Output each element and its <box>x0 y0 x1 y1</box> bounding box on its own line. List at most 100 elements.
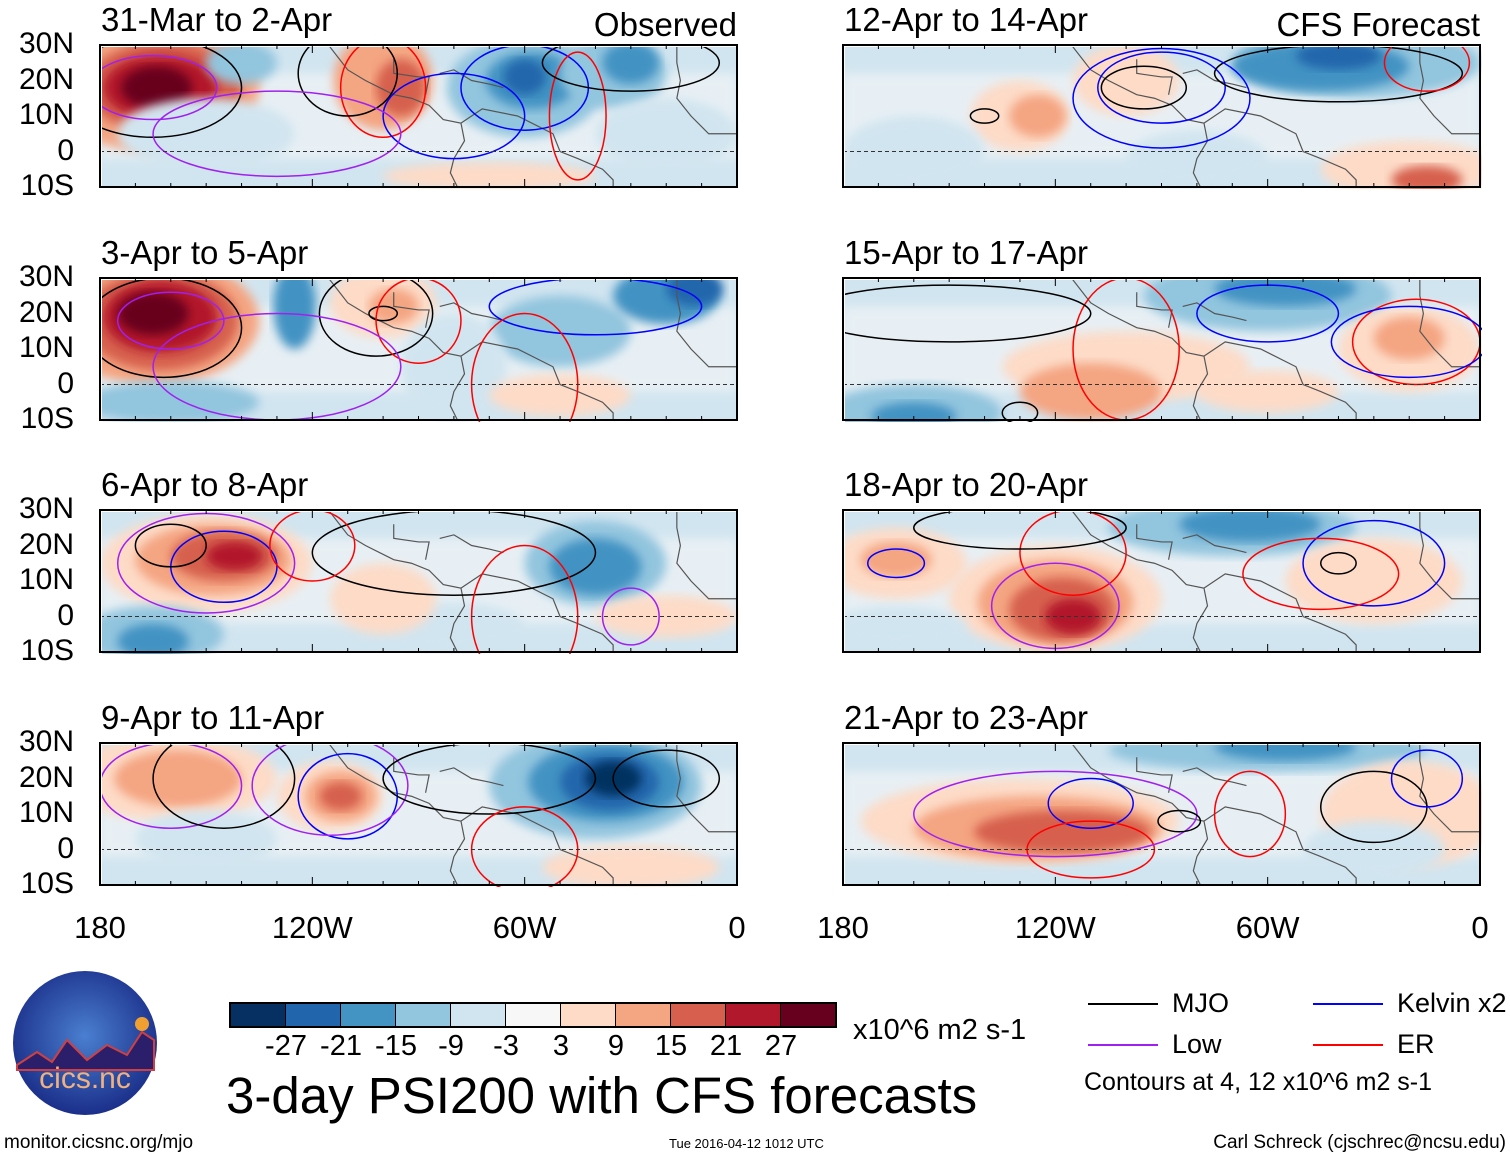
colorbar-tick: 21 <box>709 1030 743 1062</box>
anomaly-region <box>1303 821 1445 878</box>
lon-label: 180 <box>74 910 126 945</box>
map-panel <box>99 44 738 189</box>
contour-line <box>382 72 526 160</box>
anomaly-region <box>595 98 737 170</box>
colorbar-swatch <box>616 1004 671 1026</box>
colorbar-tick: 15 <box>654 1030 688 1062</box>
anomaly-region <box>135 810 277 868</box>
colorbar-swatch <box>451 1004 506 1026</box>
map-panel <box>99 277 738 422</box>
contour-line <box>1383 47 1471 92</box>
contour-line <box>969 108 1000 124</box>
lat-label: 20N <box>18 62 74 96</box>
lat-label: 10N <box>18 331 74 364</box>
footer-timestamp: Tue 2016-04-12 1012 UTC <box>669 1136 824 1151</box>
panel-tag: CFS Forecast <box>1276 6 1480 43</box>
contour-line <box>1100 65 1188 110</box>
colorbar-tick: 3 <box>552 1030 570 1062</box>
lat-label: 10S <box>20 169 74 202</box>
anomaly-region <box>860 541 932 578</box>
anomaly-region <box>489 373 631 417</box>
lon-label: 0 <box>728 910 746 945</box>
contour-line <box>382 745 597 815</box>
anomaly-region <box>1214 745 1357 761</box>
anomaly-region <box>330 563 437 635</box>
lon-label: 120W <box>1014 910 1096 945</box>
panel-title: 31-Mar to 2-Apr <box>101 1 333 38</box>
colorbar-tick: 9 <box>607 1030 625 1062</box>
contour-line <box>845 284 1092 343</box>
panel-title: 21-Apr to 23-Apr <box>844 699 1088 736</box>
panel-title: 9-Apr to 11-Apr <box>101 699 325 736</box>
legend-er: ER <box>1313 1029 1435 1060</box>
legend-kelvin: Kelvin x2 <box>1313 988 1507 1019</box>
contour-line <box>102 54 218 121</box>
lat-label: 0 <box>57 133 74 167</box>
map-panel <box>842 509 1481 653</box>
contour-line <box>488 280 703 336</box>
lat-label: 10S <box>20 402 74 435</box>
colorbar-swatch <box>726 1004 781 1026</box>
colorbar-tick: 27 <box>764 1030 798 1062</box>
colorbar-swatch <box>671 1004 726 1026</box>
anomaly-region <box>1044 598 1102 635</box>
contour-line <box>1001 401 1039 422</box>
contour-line <box>318 280 434 357</box>
colorbar-tick: -15 <box>375 1030 417 1062</box>
colorbar-tick: -21 <box>320 1030 362 1062</box>
anomaly-region <box>102 380 260 422</box>
panel-title: 18-Apr to 20-Apr <box>844 466 1088 503</box>
contour-line <box>102 745 243 829</box>
contour-line <box>1390 749 1464 808</box>
lat-label: 10N <box>18 796 74 829</box>
lat-label: 30N <box>18 27 74 60</box>
lat-label: 0 <box>57 366 74 400</box>
map-panel <box>842 277 1482 422</box>
anomaly-region <box>117 623 189 654</box>
contour-line <box>116 291 225 350</box>
contour-line <box>867 548 926 579</box>
legend-low: Low <box>1088 1029 1222 1060</box>
contour-line <box>297 47 399 117</box>
coastline <box>329 47 737 188</box>
footer-url[interactable]: monitor.cicsnc.org/mjo <box>4 1132 194 1153</box>
coastline <box>1072 512 1480 653</box>
contour-line <box>1302 519 1446 607</box>
contour-line <box>1019 512 1127 596</box>
contour-line <box>1320 551 1357 575</box>
anomaly-region <box>114 750 242 807</box>
map-panel <box>99 509 738 654</box>
anomaly-region <box>973 810 1151 854</box>
cics-logo: cics.nc <box>13 971 157 1115</box>
map-panel <box>842 44 1482 189</box>
contour-line <box>251 745 409 837</box>
anomaly-region <box>595 595 737 638</box>
panel-title: 6-Apr to 8-Apr <box>101 466 309 503</box>
colorbar-tick: -27 <box>265 1030 307 1062</box>
colorbar-swatch <box>506 1004 561 1026</box>
contour-line <box>1047 777 1134 829</box>
contour-line <box>541 47 721 92</box>
anomaly-region <box>383 162 596 189</box>
contour-line <box>1242 537 1400 611</box>
coastline <box>329 745 737 886</box>
contour-line <box>102 280 243 379</box>
anomaly-region <box>117 292 189 335</box>
figure-title: 3-day PSI200 with CFS forecasts <box>226 1067 978 1124</box>
colorbar-swatch <box>341 1004 396 1026</box>
colorbar-swatch <box>396 1004 451 1026</box>
map-panel <box>99 742 738 887</box>
anomaly-region <box>1179 512 1321 542</box>
lat-label: 0 <box>57 598 74 632</box>
contour-line <box>1097 51 1226 124</box>
panel-title: 12-Apr to 14-Apr <box>844 1 1088 38</box>
contour-note: Contours at 4, 12 x10^6 m2 s-1 <box>1084 1068 1433 1096</box>
colorbar-swatch <box>286 1004 341 1026</box>
anomaly-region <box>549 538 642 596</box>
lat-label: 10N <box>18 98 74 131</box>
lon-label: 180 <box>817 910 869 945</box>
contour-line <box>601 587 660 646</box>
lon-label: 60W <box>1235 910 1300 945</box>
lat-label: 20N <box>18 760 74 794</box>
lat-label: 30N <box>18 260 74 293</box>
